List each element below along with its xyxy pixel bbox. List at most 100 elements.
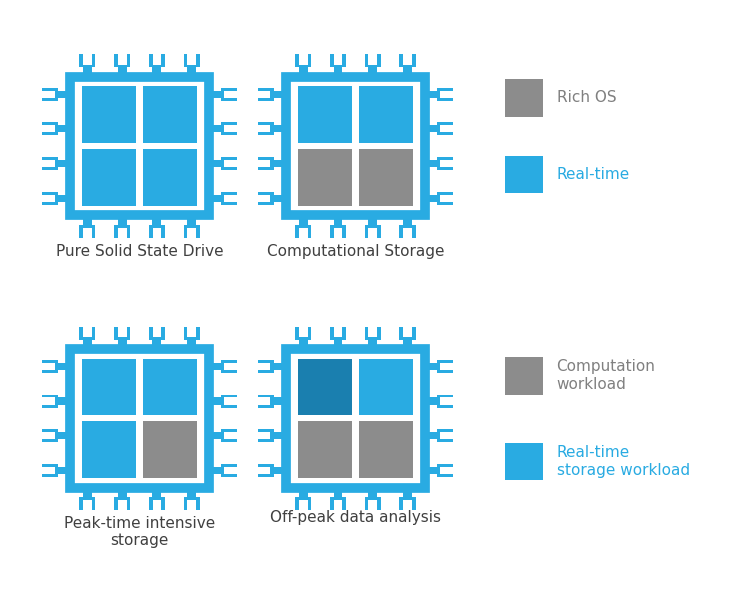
Bar: [58, 467, 70, 474]
Bar: [299, 55, 308, 65]
Bar: [359, 149, 413, 206]
Bar: [437, 157, 453, 170]
Bar: [42, 429, 58, 442]
Bar: [221, 464, 237, 477]
Bar: [83, 55, 92, 65]
Bar: [295, 55, 312, 67]
Bar: [258, 432, 271, 439]
Bar: [359, 421, 413, 478]
Bar: [440, 432, 453, 439]
Bar: [334, 488, 343, 497]
Bar: [143, 421, 198, 478]
Bar: [187, 488, 196, 497]
Bar: [184, 326, 200, 340]
Bar: [70, 349, 209, 488]
Bar: [437, 429, 453, 442]
Bar: [114, 225, 130, 238]
Bar: [114, 326, 130, 340]
Bar: [299, 488, 308, 497]
Bar: [79, 497, 95, 510]
Text: Peak-time intensive
storage: Peak-time intensive storage: [64, 516, 215, 548]
Bar: [58, 397, 70, 404]
Bar: [149, 55, 165, 67]
Bar: [295, 497, 312, 510]
Bar: [359, 359, 413, 415]
Bar: [58, 125, 70, 133]
Bar: [274, 125, 286, 133]
Bar: [209, 91, 221, 98]
Bar: [184, 225, 200, 238]
Bar: [187, 228, 196, 238]
Bar: [42, 363, 55, 370]
Bar: [224, 467, 237, 474]
Bar: [258, 467, 271, 474]
Bar: [403, 67, 412, 77]
Bar: [143, 359, 198, 415]
Bar: [400, 497, 416, 510]
Bar: [118, 55, 127, 65]
Bar: [42, 395, 58, 407]
Bar: [81, 86, 136, 143]
Bar: [369, 326, 377, 337]
Bar: [118, 500, 127, 510]
Bar: [42, 360, 58, 373]
Bar: [209, 125, 221, 133]
Bar: [224, 432, 237, 439]
Bar: [334, 228, 343, 238]
Bar: [152, 500, 161, 510]
Bar: [440, 91, 453, 98]
Bar: [330, 497, 346, 510]
Bar: [334, 215, 343, 225]
Bar: [369, 215, 377, 225]
Bar: [505, 155, 543, 193]
Bar: [299, 215, 308, 225]
Bar: [400, 326, 416, 340]
Bar: [83, 215, 92, 225]
Bar: [209, 397, 221, 404]
Bar: [83, 488, 92, 497]
Bar: [42, 125, 55, 133]
Bar: [152, 215, 161, 225]
Bar: [209, 467, 221, 474]
Text: Real-time: Real-time: [556, 167, 630, 182]
Bar: [258, 395, 274, 407]
Bar: [81, 149, 136, 206]
Bar: [334, 500, 343, 510]
Bar: [83, 340, 92, 349]
Bar: [58, 91, 70, 98]
Bar: [299, 500, 308, 510]
Bar: [118, 340, 127, 349]
Bar: [42, 88, 58, 101]
Bar: [437, 88, 453, 101]
Bar: [297, 359, 352, 415]
Bar: [42, 432, 55, 439]
Bar: [505, 357, 543, 395]
Bar: [425, 467, 437, 474]
Bar: [440, 194, 453, 202]
Bar: [118, 215, 127, 225]
Bar: [258, 88, 274, 101]
Bar: [330, 55, 346, 67]
Bar: [224, 194, 237, 202]
Bar: [334, 55, 343, 65]
Bar: [295, 225, 312, 238]
Bar: [81, 359, 136, 415]
Bar: [425, 91, 437, 98]
Bar: [369, 67, 377, 77]
Bar: [187, 215, 196, 225]
Bar: [187, 67, 196, 77]
Bar: [70, 77, 209, 215]
Bar: [258, 397, 271, 404]
Bar: [224, 91, 237, 98]
Bar: [58, 363, 70, 370]
Bar: [221, 191, 237, 205]
Bar: [258, 363, 271, 370]
Bar: [440, 397, 453, 404]
Bar: [187, 500, 196, 510]
Bar: [286, 349, 425, 488]
Bar: [224, 363, 237, 370]
Bar: [79, 225, 95, 238]
Bar: [365, 225, 381, 238]
Bar: [42, 464, 58, 477]
Bar: [258, 464, 274, 477]
